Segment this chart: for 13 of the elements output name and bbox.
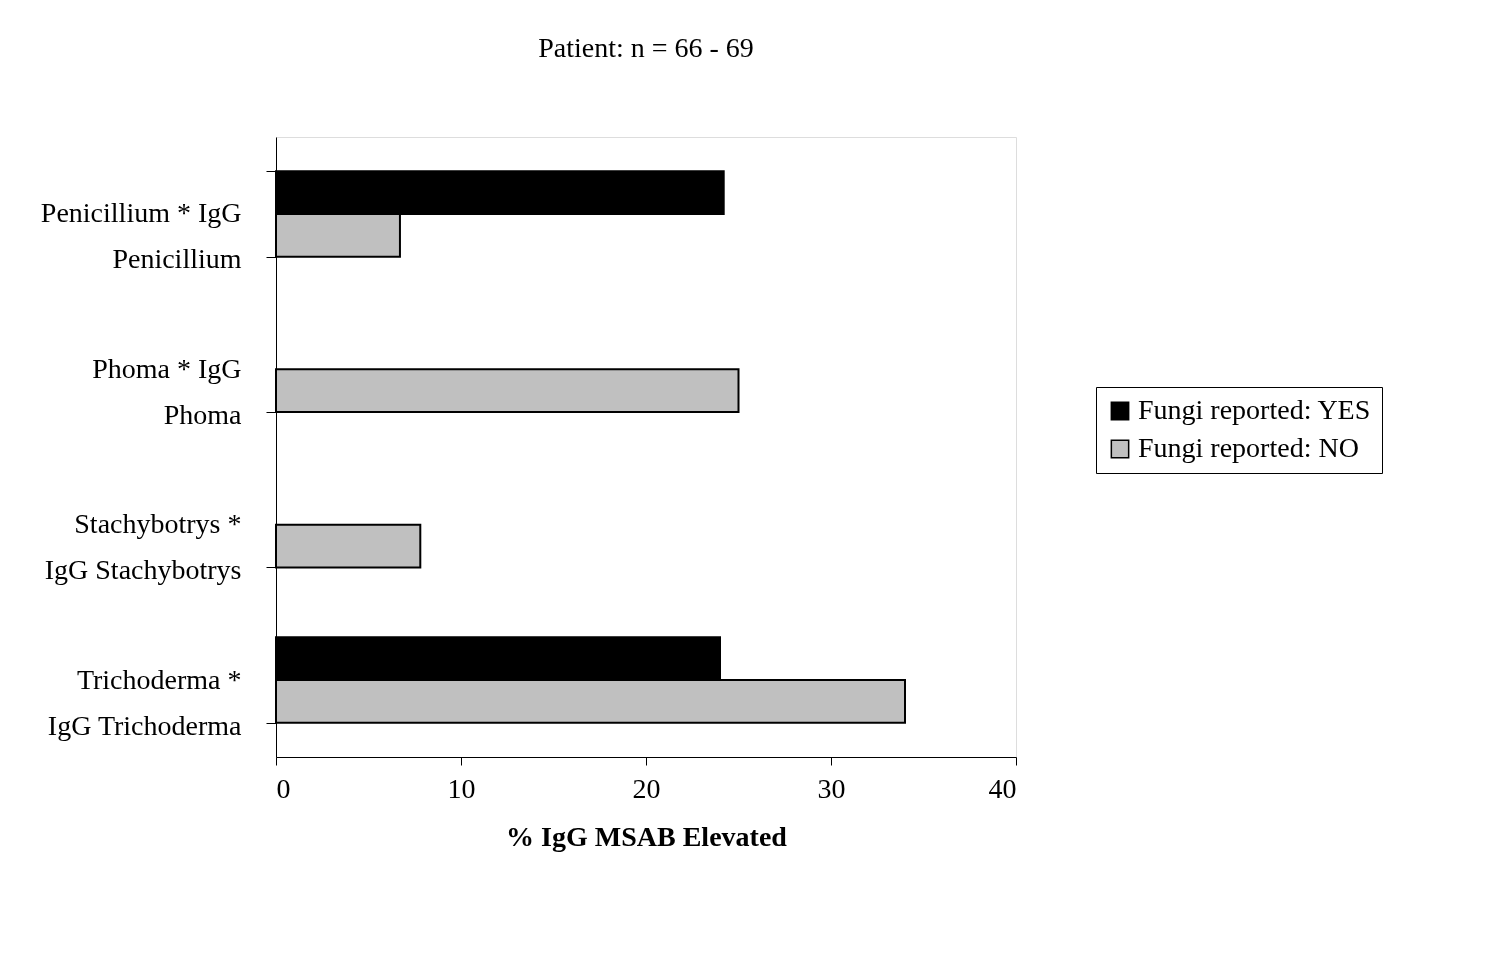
x-tick-label: 10 bbox=[447, 772, 476, 804]
x-tick-label: 20 bbox=[632, 772, 661, 804]
x-tick-label: 40 bbox=[988, 772, 1017, 804]
x-axis-title: % IgG MSAB Elevated bbox=[506, 820, 788, 852]
legend-label: Fungi reported: YES bbox=[1138, 394, 1371, 425]
y-tick-label: Penicillium * IgG Penicillium bbox=[40, 197, 242, 275]
y-tick-label: Stachybotrys * IgG Stachybotrys bbox=[44, 508, 242, 586]
y-tick-label: Phoma * IgG Phoma bbox=[92, 352, 243, 430]
legend-label: Fungi reported: NO bbox=[1138, 432, 1359, 463]
chart-title: Patient: n = 66 - 69 bbox=[538, 32, 754, 63]
y-tick-label: Trichoderma * IgG Trichoderma bbox=[47, 663, 243, 741]
x-tick-label: 0 bbox=[276, 772, 291, 804]
x-tick-label: 30 bbox=[817, 772, 846, 804]
